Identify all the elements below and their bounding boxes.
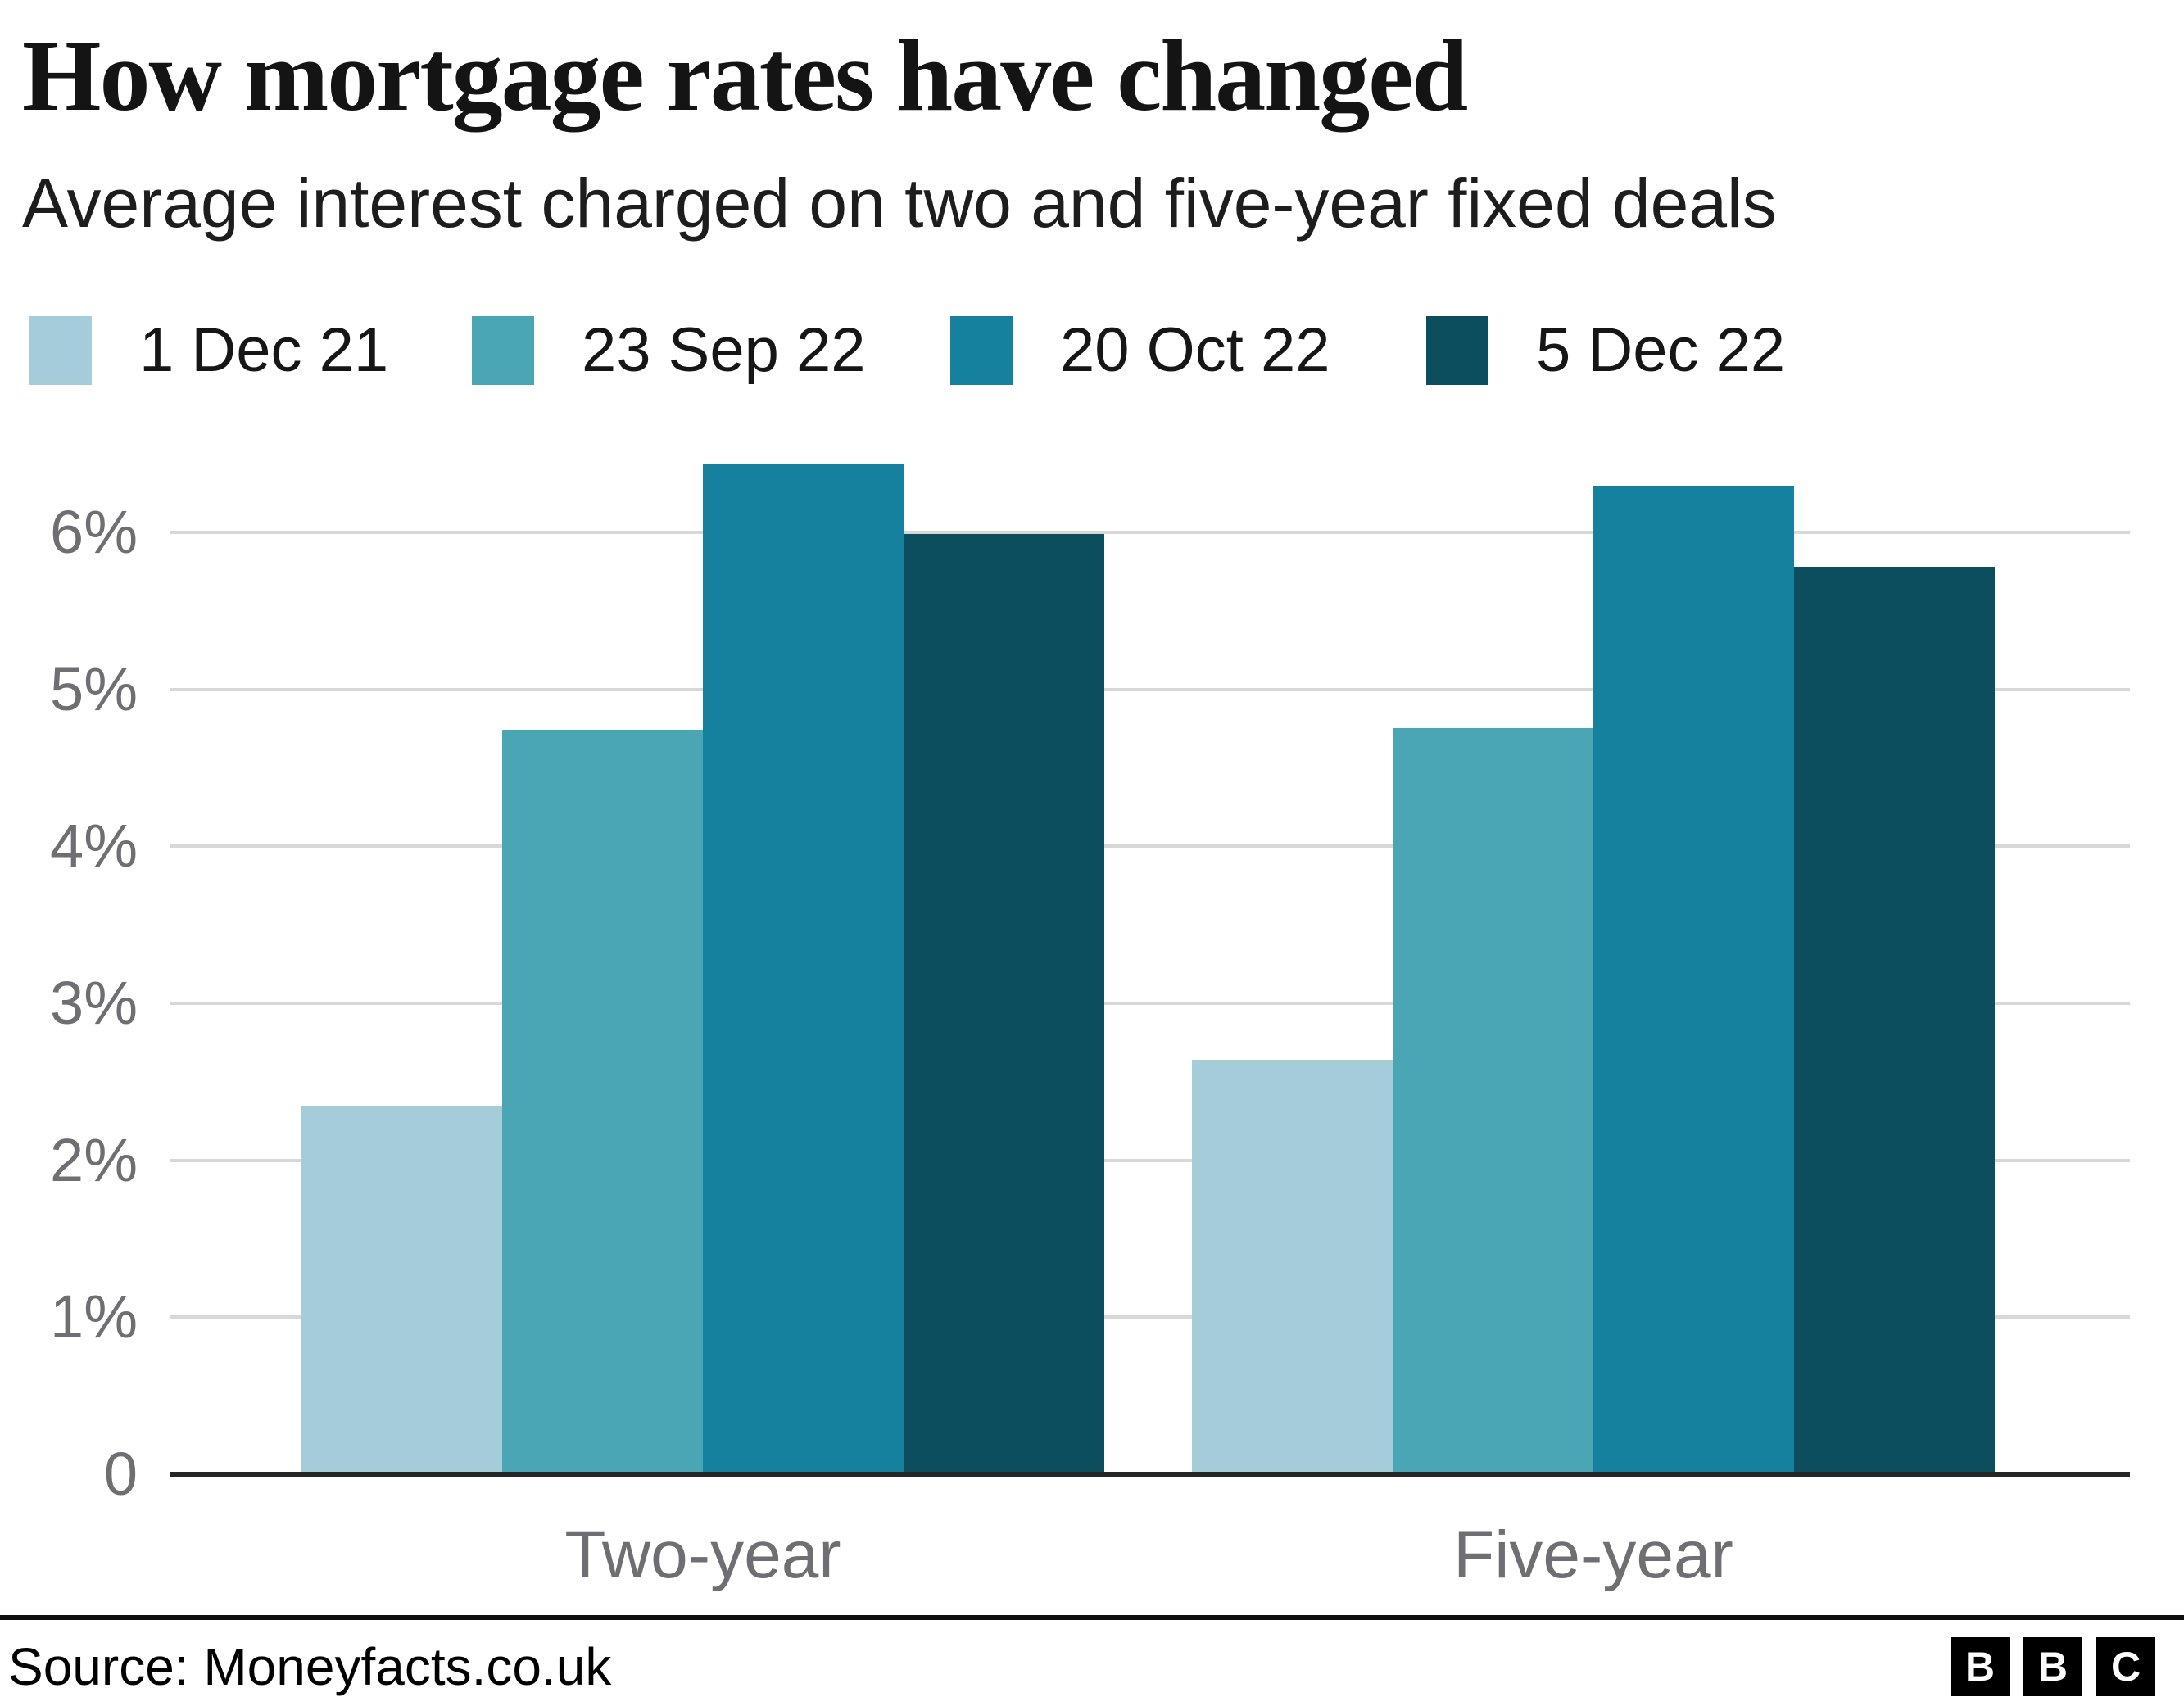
y-tick-label-1: 1% — [50, 1283, 138, 1351]
gridline-4pct — [170, 844, 2130, 848]
bbc-logo-block-b2: B — [2023, 1637, 2082, 1696]
legend-item-23-sep-22: 23 Sep 22 — [472, 316, 866, 385]
y-tick-label-4: 4% — [50, 812, 138, 880]
legend-item-20-oct-22: 20 Oct 22 — [950, 316, 1330, 385]
gridline-6pct — [170, 530, 2130, 534]
gridline-3pct — [170, 1001, 2130, 1005]
legend-item-1-dec-21: 1 Dec 21 — [29, 316, 388, 385]
bar-two-year-20-oct-22 — [703, 464, 904, 1474]
legend-swatch-icon — [1426, 316, 1488, 385]
x-axis-line — [170, 1472, 2130, 1477]
gridline-2pct — [170, 1158, 2130, 1162]
bar-two-year-5-dec-22 — [904, 533, 1104, 1474]
bar-five-year-20-oct-22 — [1593, 486, 1794, 1474]
legend-swatch-icon — [29, 316, 92, 385]
y-tick-label-2: 2% — [50, 1125, 138, 1194]
legend-label: 23 Sep 22 — [582, 315, 866, 385]
bar-two-year-1-dec-21 — [301, 1106, 502, 1474]
legend-label: 1 Dec 21 — [139, 315, 389, 385]
legend-label: 20 Oct 22 — [1060, 315, 1330, 385]
y-tick-label-3: 3% — [50, 968, 138, 1037]
legend-swatch-icon — [472, 316, 534, 385]
gridline-5pct — [170, 687, 2130, 691]
y-tick-label-6: 6% — [50, 497, 138, 566]
legend-label: 5 Dec 22 — [1536, 315, 1786, 385]
source-credit: Source: Moneyfacts.co.uk — [8, 1637, 612, 1696]
category-label-two-year: Two-year — [564, 1518, 841, 1592]
y-tick-label-0: 0 — [103, 1440, 138, 1508]
legend-swatch-icon — [950, 316, 1013, 385]
chart-title: How mortgage rates have changed — [22, 20, 1468, 132]
category-label-five-year: Five-year — [1453, 1518, 1733, 1592]
bbc-logo-block-b1: B — [1951, 1637, 2010, 1696]
bar-five-year-23-sep-22 — [1393, 728, 1593, 1474]
y-tick-label-5: 5% — [50, 654, 138, 723]
chart-subtitle: Average interest charged on two and five… — [22, 165, 1777, 242]
bar-five-year-5-dec-22 — [1794, 566, 1995, 1474]
bbc-logo-block-c: C — [2096, 1637, 2155, 1696]
legend-item-5-dec-22: 5 Dec 22 — [1426, 316, 1785, 385]
source-divider — [0, 1615, 2184, 1620]
bar-five-year-1-dec-21 — [1192, 1059, 1393, 1474]
bbc-logo: B B C — [1951, 1637, 2155, 1696]
bar-two-year-23-sep-22 — [502, 730, 703, 1474]
gridline-1pct — [170, 1315, 2130, 1319]
